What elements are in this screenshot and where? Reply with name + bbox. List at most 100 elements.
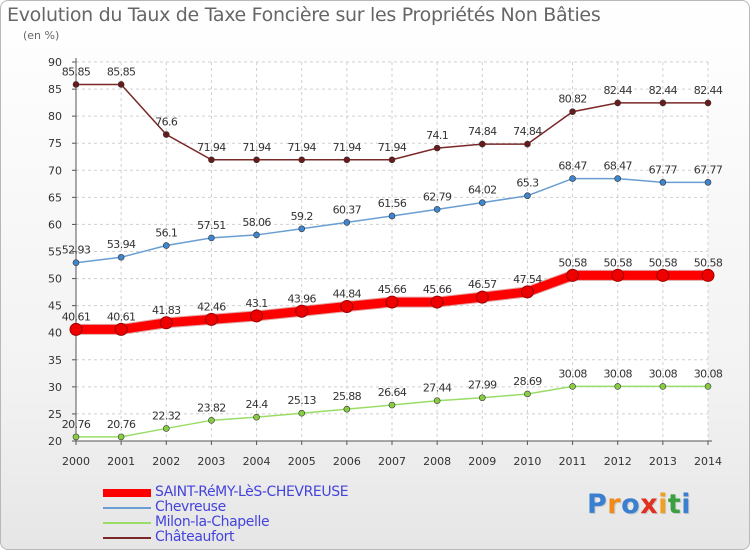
x-tick-label: 2000: [62, 455, 90, 468]
y-axis-unit-label: (en %): [23, 29, 60, 42]
series-0-point: [69, 322, 83, 336]
series-3-data-label: 74.84: [513, 125, 542, 138]
series-3-data-label: 71.94: [242, 141, 271, 154]
series-1-data-label: 64.02: [468, 184, 497, 197]
x-tick-label: 2014: [694, 455, 722, 468]
y-tick-label: 80: [48, 110, 62, 123]
proxiti-logo: Proxiti: [587, 489, 692, 520]
legend-swatch: [103, 522, 151, 524]
y-tick-label: 75: [48, 137, 62, 150]
series-1-point: [569, 175, 576, 182]
series-3-data-label: 82.44: [694, 84, 723, 97]
series-3-point: [117, 81, 125, 88]
series-3-point: [478, 140, 486, 148]
series-0-point: [385, 295, 399, 309]
series-1-data-label: 65.3: [516, 177, 539, 190]
y-tick-label: 55: [48, 246, 62, 259]
y-tick-label: 30: [48, 381, 62, 394]
series-0-point: [114, 322, 128, 336]
x-tick-label: 2006: [333, 455, 361, 468]
series-3-data-label: 71.94: [197, 141, 226, 154]
series-1-point: [72, 259, 80, 267]
series-0-data-label: 40.61: [62, 310, 91, 323]
legend-item-milon-la-chapelle: Milon-la-Chapelle: [103, 514, 423, 530]
series-0-point: [159, 316, 173, 330]
y-tick-label: 40: [48, 327, 62, 340]
series-0-point: [656, 268, 670, 282]
series-0-data-label: 45.66: [423, 283, 452, 296]
y-tick-label: 65: [48, 191, 62, 204]
series-3-point: [388, 156, 396, 164]
series-2-data-label: 30.08: [558, 367, 587, 380]
series-3-point: [569, 108, 576, 116]
series-1-point: [298, 225, 306, 233]
series-1-point: [524, 192, 531, 200]
legend-swatch: [103, 507, 151, 509]
y-tick-label: 35: [48, 354, 62, 367]
legend-label: Chevreuse: [155, 499, 226, 515]
series-3-data-label: 85.85: [107, 65, 136, 78]
series-2-data-label: 27.99: [468, 379, 497, 392]
series-1-point: [704, 179, 712, 186]
legend-label: Milon-la-Chapelle: [155, 514, 270, 530]
series-1-data-label: 56.1: [155, 227, 177, 240]
series-0-point: [520, 285, 534, 299]
series-1-data-label: 58.06: [242, 216, 271, 229]
series-1-data-label: 59.2: [291, 210, 313, 223]
series-0-point: [475, 290, 489, 304]
series-3-point: [72, 81, 80, 88]
series-1-data-label: 53.94: [107, 238, 136, 251]
series-3-point: [704, 99, 712, 107]
series-2-point: [72, 433, 80, 441]
series-1-data-label: 62.79: [423, 190, 452, 203]
series-0-data-label: 42.46: [197, 300, 226, 313]
series-3-data-label: 82.44: [603, 84, 632, 97]
series-2-point: [524, 390, 531, 398]
legend-label: Châteaufort: [155, 529, 235, 545]
series-0-data-label: 45.66: [378, 283, 407, 296]
series-2-point: [388, 401, 396, 409]
series-1-data-label: 61.56: [378, 197, 407, 210]
y-tick-label: 90: [48, 56, 62, 69]
series-0-point: [430, 295, 444, 309]
x-tick-label: 2004: [243, 455, 271, 468]
series-1-point: [208, 234, 215, 242]
series-2-point: [659, 383, 667, 390]
y-tick-label: 20: [48, 435, 62, 448]
series-3-point: [298, 156, 306, 164]
series-0-data-label: 40.61: [107, 310, 136, 323]
series-0-point: [701, 268, 715, 282]
series-1-data-label: 67.77: [694, 163, 723, 176]
series-2-data-label: 25.13: [287, 394, 316, 407]
series-3-point: [614, 99, 622, 107]
series-0-point: [295, 304, 309, 318]
series-2-point: [433, 397, 441, 405]
chart-title: Evolution du Taux de Taxe Foncière sur l…: [7, 4, 601, 26]
series-2-data-label: 30.08: [603, 367, 632, 380]
series-1-point: [433, 206, 441, 213]
series-2-data-label: 24.4: [246, 398, 269, 411]
series-2-point: [614, 383, 622, 390]
series-1-point: [614, 175, 622, 182]
series-3-data-label: 74.1: [426, 129, 448, 142]
x-tick-label: 2010: [513, 455, 541, 468]
series-3-data-label: 85.85: [62, 65, 91, 78]
series-1-data-label: 60.37: [333, 203, 362, 216]
legend-label: SAINT-RéMY-LèS-CHEVREUSE: [155, 484, 349, 500]
series-0-data-label: 50.58: [603, 256, 632, 269]
series-3-data-label: 80.82: [558, 93, 587, 106]
x-tick-label: 2012: [604, 455, 632, 468]
series-3-point: [433, 144, 441, 152]
series-3-data-label: 71.94: [287, 141, 316, 154]
series-0-data-label: 43.96: [287, 292, 316, 305]
y-tick-label: 50: [48, 273, 62, 286]
series-0-data-label: 47.54: [513, 273, 542, 286]
series-2-point: [704, 383, 712, 390]
series-1-data-label: 57.51: [197, 219, 226, 232]
x-tick-label: 2008: [423, 455, 451, 468]
series-1-point: [117, 253, 125, 261]
y-tick-label: 60: [48, 218, 62, 231]
y-tick-label: 45: [48, 300, 62, 313]
series-2-data-label: 30.08: [694, 367, 723, 380]
